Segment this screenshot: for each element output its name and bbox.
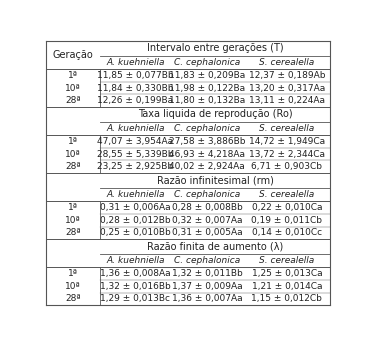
Text: 1,15 ± 0,012Cb: 1,15 ± 0,012Cb <box>251 294 322 304</box>
Text: C. cephalonica: C. cephalonica <box>174 58 240 67</box>
Text: 1,37 ± 0,009Aa: 1,37 ± 0,009Aa <box>172 282 243 291</box>
Text: 11,98 ± 0,122Ba: 11,98 ± 0,122Ba <box>169 84 246 93</box>
Text: 0,25 ± 0,010Bb: 0,25 ± 0,010Bb <box>100 228 171 237</box>
Text: 0,31 ± 0,006Aa: 0,31 ± 0,006Aa <box>100 203 171 212</box>
Text: 1ª: 1ª <box>68 203 78 212</box>
Text: S. cerealella: S. cerealella <box>259 190 315 199</box>
Text: Geração: Geração <box>52 50 93 60</box>
Text: 0,32 ± 0,007Aa: 0,32 ± 0,007Aa <box>172 216 243 225</box>
Text: S. cerealella: S. cerealella <box>259 124 315 133</box>
Text: 10ª: 10ª <box>65 150 81 158</box>
Text: S. cerealella: S. cerealella <box>259 58 315 67</box>
Text: 13,11 ± 0,224Aa: 13,11 ± 0,224Aa <box>249 96 325 105</box>
Text: 28ª: 28ª <box>65 162 81 172</box>
Text: 13,20 ± 0,317Aa: 13,20 ± 0,317Aa <box>249 84 325 93</box>
Text: A. kuehniella: A. kuehniella <box>106 190 165 199</box>
Text: 1ª: 1ª <box>68 71 78 80</box>
Text: 13,72 ± 2,344Ca: 13,72 ± 2,344Ca <box>249 150 325 158</box>
Text: 27,58 ± 3,886Bb: 27,58 ± 3,886Bb <box>169 137 246 146</box>
Text: 10ª: 10ª <box>65 282 81 291</box>
Text: 6,71 ± 0,903Cb: 6,71 ± 0,903Cb <box>251 162 323 172</box>
Text: 0,22 ± 0,010Ca: 0,22 ± 0,010Ca <box>252 203 322 212</box>
Text: Taxa liquida de reprodução (Ro): Taxa liquida de reprodução (Ro) <box>138 109 292 119</box>
Text: 1,25 ± 0,013Ca: 1,25 ± 0,013Ca <box>252 269 322 278</box>
Text: 11,80 ± 0,132Ba: 11,80 ± 0,132Ba <box>169 96 246 105</box>
Text: 0,28 ± 0,012Bb: 0,28 ± 0,012Bb <box>100 216 171 225</box>
Text: 11,85 ± 0,077Bb: 11,85 ± 0,077Bb <box>97 71 174 80</box>
Text: 40,02 ± 2,924Aa: 40,02 ± 2,924Aa <box>170 162 245 172</box>
Text: A. kuehniella: A. kuehniella <box>106 124 165 133</box>
Text: C. cephalonica: C. cephalonica <box>174 190 240 199</box>
Text: 1,36 ± 0,007Aa: 1,36 ± 0,007Aa <box>172 294 243 304</box>
Text: A. kuehniella: A. kuehniella <box>106 58 165 67</box>
Text: 1ª: 1ª <box>68 137 78 146</box>
Text: A. kuehniella: A. kuehniella <box>106 256 165 265</box>
Text: S. cerealella: S. cerealella <box>259 256 315 265</box>
Text: 0,31 ± 0,005Aa: 0,31 ± 0,005Aa <box>172 228 243 237</box>
Text: 0,19 ± 0,011Cb: 0,19 ± 0,011Cb <box>251 216 323 225</box>
Text: 46,93 ± 4,218Aa: 46,93 ± 4,218Aa <box>169 150 245 158</box>
Text: 28ª: 28ª <box>65 294 81 304</box>
Text: 1,21 ± 0,014Ca: 1,21 ± 0,014Ca <box>252 282 322 291</box>
Text: 11,83 ± 0,209Ba: 11,83 ± 0,209Ba <box>169 71 246 80</box>
Text: 12,26 ± 0,199Ba: 12,26 ± 0,199Ba <box>97 96 174 105</box>
Text: Razão infinitesimal (rm): Razão infinitesimal (rm) <box>157 176 273 186</box>
Text: 1,32 ± 0,011Bb: 1,32 ± 0,011Bb <box>172 269 243 278</box>
Text: Intervalo entre gerações (T): Intervalo entre gerações (T) <box>147 44 283 54</box>
Text: 28ª: 28ª <box>65 96 81 105</box>
Text: 1,29 ± 0,013Bc: 1,29 ± 0,013Bc <box>101 294 170 304</box>
Text: 28,55 ± 5,339Bb: 28,55 ± 5,339Bb <box>97 150 174 158</box>
Text: 14,72 ± 1,949Ca: 14,72 ± 1,949Ca <box>249 137 325 146</box>
Text: 10ª: 10ª <box>65 84 81 93</box>
Text: C. cephalonica: C. cephalonica <box>174 256 240 265</box>
Text: 12,37 ± 0,189Ab: 12,37 ± 0,189Ab <box>249 71 325 80</box>
Text: 11,84 ± 0,330Bb: 11,84 ± 0,330Bb <box>97 84 174 93</box>
Text: C. cephalonica: C. cephalonica <box>174 124 240 133</box>
Text: 47,07 ± 3,954Aa: 47,07 ± 3,954Aa <box>97 137 174 146</box>
Text: 0,28 ± 0,008Bb: 0,28 ± 0,008Bb <box>172 203 243 212</box>
Text: 28ª: 28ª <box>65 228 81 237</box>
Text: 10ª: 10ª <box>65 216 81 225</box>
Text: 1,36 ± 0,008Aa: 1,36 ± 0,008Aa <box>100 269 171 278</box>
Text: 1,32 ± 0,016Bb: 1,32 ± 0,016Bb <box>100 282 171 291</box>
Text: 23,25 ± 2,925Bb: 23,25 ± 2,925Bb <box>97 162 174 172</box>
Text: 0,14 ± 0,010Cc: 0,14 ± 0,010Cc <box>252 228 322 237</box>
Text: 1ª: 1ª <box>68 269 78 278</box>
Text: Razão finita de aumento (λ): Razão finita de aumento (λ) <box>147 241 283 251</box>
